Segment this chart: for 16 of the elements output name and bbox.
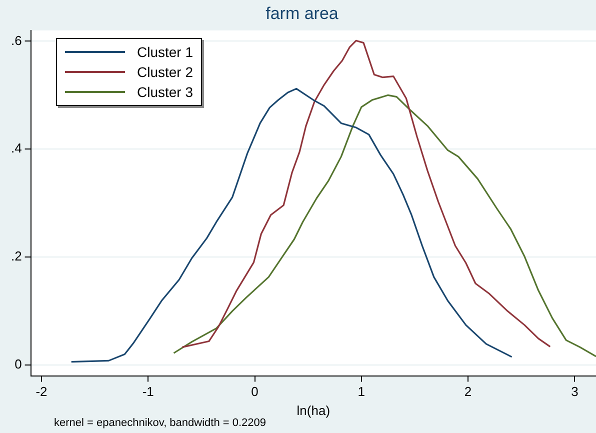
y-tick-label: .2 <box>11 248 22 264</box>
x-tick-label: -2 <box>36 384 48 400</box>
y-tick-label: 0 <box>14 356 22 372</box>
y-tick-label: .4 <box>11 140 22 156</box>
x-tick-label: -1 <box>142 384 154 400</box>
x-tick-label: 2 <box>464 384 472 400</box>
y-tick-label: .6 <box>11 32 22 48</box>
legend-label: Cluster 2 <box>137 64 194 80</box>
x-tick-label: 0 <box>251 384 258 400</box>
chart-title: farm area <box>266 4 339 23</box>
x-axis-title: ln(ha) <box>296 402 330 418</box>
text: kernel = epanechnikov, bandwidth = 0.2209 <box>54 417 266 429</box>
x-tick-label: 3 <box>571 384 578 400</box>
legend-label: Cluster 3 <box>137 84 194 100</box>
legend-label: Cluster 1 <box>137 44 194 60</box>
x-tick-label: 1 <box>358 384 366 400</box>
